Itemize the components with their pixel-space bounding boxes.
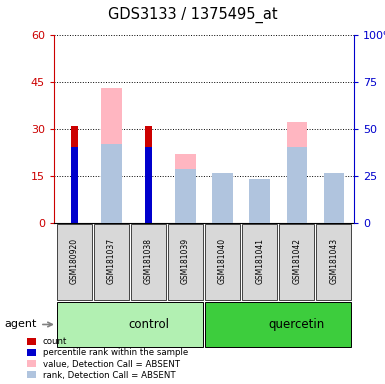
Bar xyxy=(279,224,314,300)
Text: GDS3133 / 1375495_at: GDS3133 / 1375495_at xyxy=(108,7,277,23)
Bar xyxy=(324,172,344,223)
Text: GSM181040: GSM181040 xyxy=(218,238,227,284)
Bar xyxy=(205,302,351,347)
Bar xyxy=(205,224,240,300)
Text: GSM180920: GSM180920 xyxy=(70,238,79,284)
Bar xyxy=(145,147,152,223)
Bar xyxy=(57,224,92,300)
Bar xyxy=(175,169,196,223)
Text: GSM181041: GSM181041 xyxy=(255,238,264,284)
Bar xyxy=(94,224,129,300)
Bar xyxy=(71,147,78,223)
Text: control: control xyxy=(128,318,169,331)
Text: GSM181039: GSM181039 xyxy=(181,238,190,284)
Text: GSM181043: GSM181043 xyxy=(329,238,338,284)
Text: GSM181037: GSM181037 xyxy=(107,238,116,284)
Bar xyxy=(286,147,307,223)
Bar xyxy=(101,88,122,223)
Bar xyxy=(131,224,166,300)
Text: GSM181038: GSM181038 xyxy=(144,238,153,284)
Bar xyxy=(242,224,277,300)
Bar xyxy=(168,224,203,300)
Bar xyxy=(286,122,307,223)
Bar xyxy=(249,179,270,223)
Bar xyxy=(324,172,344,223)
Bar xyxy=(316,224,351,300)
Text: GSM181042: GSM181042 xyxy=(292,238,301,284)
Bar xyxy=(71,126,78,223)
Bar xyxy=(213,172,233,223)
Text: agent: agent xyxy=(5,319,52,329)
Bar xyxy=(213,172,233,223)
Bar xyxy=(249,198,270,223)
Text: quercetin: quercetin xyxy=(269,318,325,331)
Bar xyxy=(145,126,152,223)
Bar xyxy=(175,154,196,223)
Bar xyxy=(57,302,203,347)
Bar xyxy=(101,144,122,223)
Legend: count, percentile rank within the sample, value, Detection Call = ABSENT, rank, : count, percentile rank within the sample… xyxy=(27,337,188,380)
